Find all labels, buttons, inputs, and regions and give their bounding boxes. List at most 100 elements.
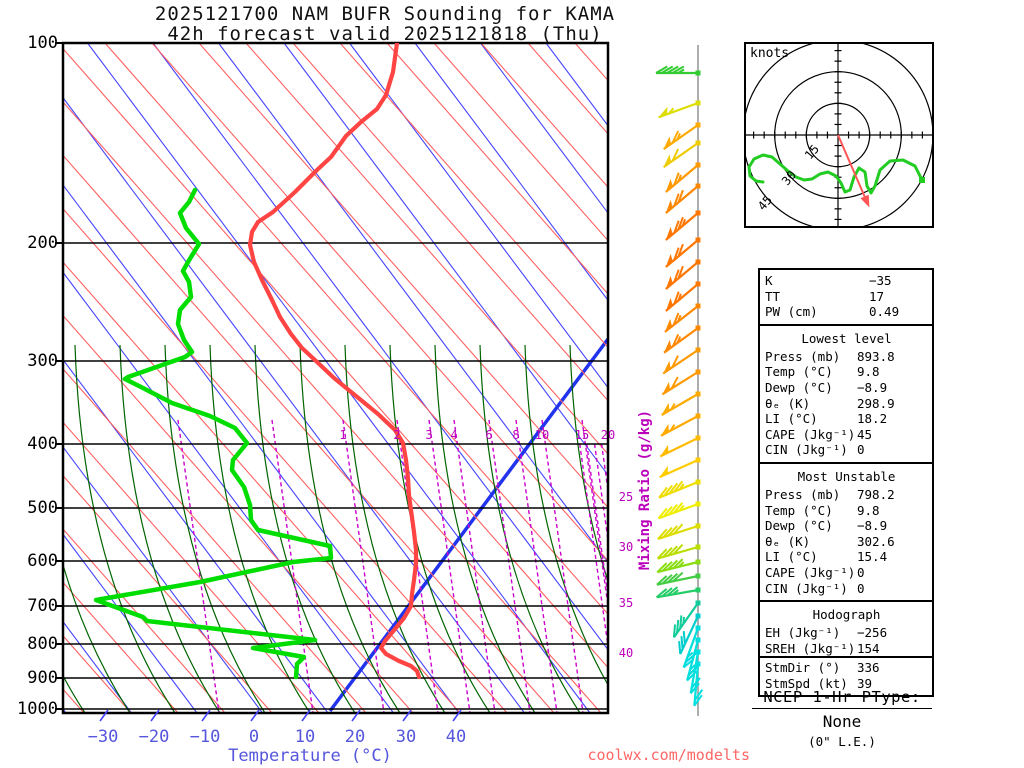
pressure-tick-label: 500 <box>27 498 58 518</box>
wind-barb <box>665 162 701 193</box>
wind-barb <box>656 571 701 586</box>
wind-barb <box>662 347 701 375</box>
temperature-tick-label: 0 <box>248 727 260 747</box>
ptype-heading: NCEP 1-Hr PType: <box>752 688 932 709</box>
wind-barb <box>664 303 701 333</box>
stat-label: Temp (°C) <box>765 364 833 380</box>
mixing-ratio-label: 6 <box>485 428 493 442</box>
wind-barb <box>662 122 701 150</box>
stat-row: LI (°C) 18.2 <box>765 411 928 427</box>
stat-value: 893.8 <box>857 348 895 364</box>
wind-barb <box>693 661 704 707</box>
mixing-ratio-label: 4 <box>450 428 458 442</box>
temperature-tick-label: −10 <box>189 727 221 747</box>
stat-label: Temp (°C) <box>765 502 833 518</box>
wind-barb <box>655 65 701 76</box>
stats-summary-section: K −35 TT 17 PW (cm) 0.49 <box>760 270 932 324</box>
stat-value: 39 <box>857 675 873 691</box>
stats-section: Most Unstable Press (mb) 798.2 Temp (°C) 9.8… <box>760 461 932 600</box>
wind-barb <box>672 600 701 639</box>
dewpoint-trace <box>93 187 334 680</box>
stats-section: Hodograph EH (Jkg⁻¹) −256 SREH (Jkg⁻¹) 154 St… <box>760 600 932 695</box>
wind-barb <box>665 237 701 268</box>
stat-value: −8.9 <box>857 518 888 534</box>
stat-label: PW (cm) <box>765 304 818 320</box>
pressure-tick-label: 100 <box>27 33 58 53</box>
stat-row: CIN (Jkg⁻¹) 0 <box>765 442 928 458</box>
temperature-tick-label: 10 <box>294 727 316 747</box>
stat-row: EH (Jkg⁻¹) −256 <box>765 625 928 641</box>
wind-barb <box>657 501 701 520</box>
stat-label: Dewp (°C) <box>765 518 833 534</box>
stat-row: Dewp (°C) −8.9 <box>765 380 928 396</box>
stat-label: SREH (Jkg⁻¹) <box>765 640 856 656</box>
stat-value: 45 <box>857 426 873 442</box>
wind-barb-column <box>655 45 704 716</box>
pressure-tick-label: 600 <box>27 551 58 571</box>
stat-label: CAPE (Jkg⁻¹) <box>765 426 856 442</box>
stat-value: 18.2 <box>857 411 888 427</box>
wind-barb <box>658 100 701 119</box>
stat-label: θₑ (K) <box>765 395 811 411</box>
ptype-value: None <box>822 712 862 731</box>
mixing-ratio-label: 30 <box>618 540 634 554</box>
temperature-trace <box>247 43 422 680</box>
stat-value: 15.4 <box>857 549 888 565</box>
temperature-tick-label: 40 <box>445 727 467 747</box>
chart-subtitle: 42h forecast valid 2025121818 (Thu) <box>167 23 603 45</box>
stat-value: 336 <box>857 660 880 676</box>
stats-subsection-divider <box>760 656 932 660</box>
stat-row: StmDir (°) 336 <box>765 660 928 676</box>
stat-label: CIN (Jkg⁻¹) <box>765 580 848 596</box>
stat-row: Temp (°C) 9.8 <box>765 503 928 519</box>
mixing-ratio-label: 35 <box>618 596 634 610</box>
pressure-tick-label: 200 <box>27 233 58 253</box>
stat-row: SREH (Jkg⁻¹) 154 <box>765 641 928 657</box>
wind-barb <box>658 479 701 499</box>
stat-label: StmSpd (kt) <box>765 675 848 691</box>
mixing-ratio-label: 8 <box>512 428 520 442</box>
wind-barb <box>656 543 701 560</box>
stat-value: 0 <box>857 580 865 596</box>
wind-barb <box>665 281 701 312</box>
wind-barb <box>657 523 701 541</box>
stat-row: θₑ (K) 302.6 <box>765 534 928 550</box>
wind-barb <box>655 586 701 599</box>
wind-barb <box>656 558 701 574</box>
temperature-tick-label: 20 <box>344 727 366 747</box>
stat-label: StmDir (°) <box>765 660 841 676</box>
stat-value: 0.49 <box>869 304 900 320</box>
stat-value: 17 <box>869 288 885 304</box>
temperature-tick-label: −20 <box>138 727 170 747</box>
wind-barb <box>663 325 701 354</box>
stat-label: K <box>765 273 773 288</box>
hodograph-units-label: knots <box>750 46 790 61</box>
ptype-note: (0" L.E.) <box>808 734 876 749</box>
mixing-ratio-label: 15 <box>574 428 590 442</box>
stat-row: StmSpd (kt) 39 <box>765 676 928 692</box>
pressure-tick-label: 800 <box>27 634 58 654</box>
stat-label: CIN (Jkg⁻¹) <box>765 442 848 458</box>
wind-barb <box>678 613 701 655</box>
stat-label: Press (mb) <box>765 348 841 364</box>
stat-row: PW (cm) 0.49 <box>765 304 928 320</box>
stat-label: LI (°C) <box>765 549 818 565</box>
stat-value: 9.8 <box>857 364 880 380</box>
sounding-traces <box>93 43 422 680</box>
wind-barb <box>661 391 701 416</box>
wind-barb <box>660 413 701 437</box>
mixing-ratio-label: 3 <box>425 428 433 442</box>
stat-label: CAPE (Jkg⁻¹) <box>765 564 856 580</box>
stats-panel: K −35 TT 17 PW (cm) 0.49 Lowest level Press (mb… <box>758 268 934 698</box>
mixing-ratio-axis-label: Mixing Ratio (g/kg) <box>637 409 653 571</box>
mixing-ratio-label: 1 <box>339 428 347 442</box>
mixing-ratio-label: 2 <box>393 428 401 442</box>
stat-value: 0 <box>857 442 865 458</box>
temperature-tick-label: −30 <box>87 727 119 747</box>
hodograph-trace <box>747 153 924 195</box>
stat-value: −256 <box>857 625 888 641</box>
stat-value: 9.8 <box>857 502 880 518</box>
stat-label: Dewp (°C) <box>765 379 833 395</box>
